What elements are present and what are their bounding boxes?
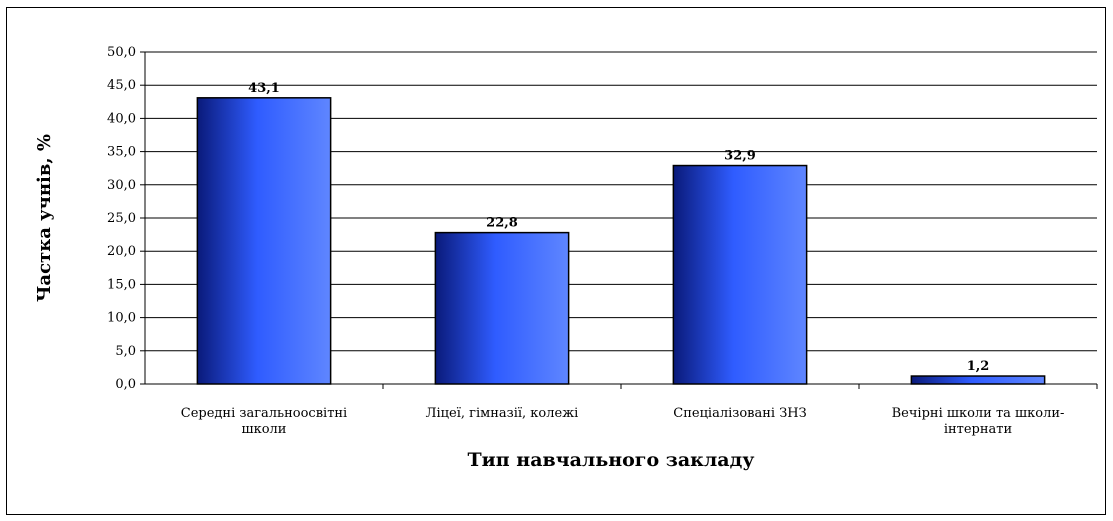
y-tick-label: 45,0 <box>107 78 136 93</box>
y-tick-label: 50,0 <box>107 45 136 60</box>
category-label: Вечірні школи та школи- <box>892 406 1065 421</box>
category-label: школи <box>242 422 287 437</box>
category-label: Ліцеї, гімназії, колежі <box>426 406 579 421</box>
category-label: Спеціалізовані ЗНЗ <box>673 406 806 421</box>
category-label: Середні загальноосвітні <box>181 406 347 421</box>
bar <box>910 375 1046 385</box>
bar <box>196 97 332 385</box>
y-axis-title: Частка учнів, % <box>34 134 55 302</box>
y-tick-label: 25,0 <box>107 211 136 226</box>
data-label: 22,8 <box>486 216 518 231</box>
data-labels: 43,1 22,8 32,9 1,2 <box>248 81 989 374</box>
y-axis-ticks: 0,0 5,0 10,0 15,0 20,0 25,0 30,0 35,0 40,0 45,0 50… <box>107 45 145 392</box>
y-tick-label: 20,0 <box>107 244 136 259</box>
x-axis-title: Тип навчального закладу <box>468 449 755 471</box>
category-label: інтернати <box>944 422 1012 437</box>
y-tick-label: 0,0 <box>115 377 136 392</box>
y-tick-label: 10,0 <box>107 311 136 326</box>
data-label: 43,1 <box>248 81 280 96</box>
bar <box>672 164 808 385</box>
data-label: 1,2 <box>967 359 990 374</box>
bars <box>196 97 1046 385</box>
y-tick-label: 15,0 <box>107 277 136 292</box>
data-label: 32,9 <box>724 149 756 164</box>
bar <box>434 231 570 385</box>
y-tick-label: 35,0 <box>107 145 136 160</box>
y-tick-label: 30,0 <box>107 178 136 193</box>
y-tick-label: 5,0 <box>115 344 136 359</box>
y-tick-label: 40,0 <box>107 111 136 126</box>
